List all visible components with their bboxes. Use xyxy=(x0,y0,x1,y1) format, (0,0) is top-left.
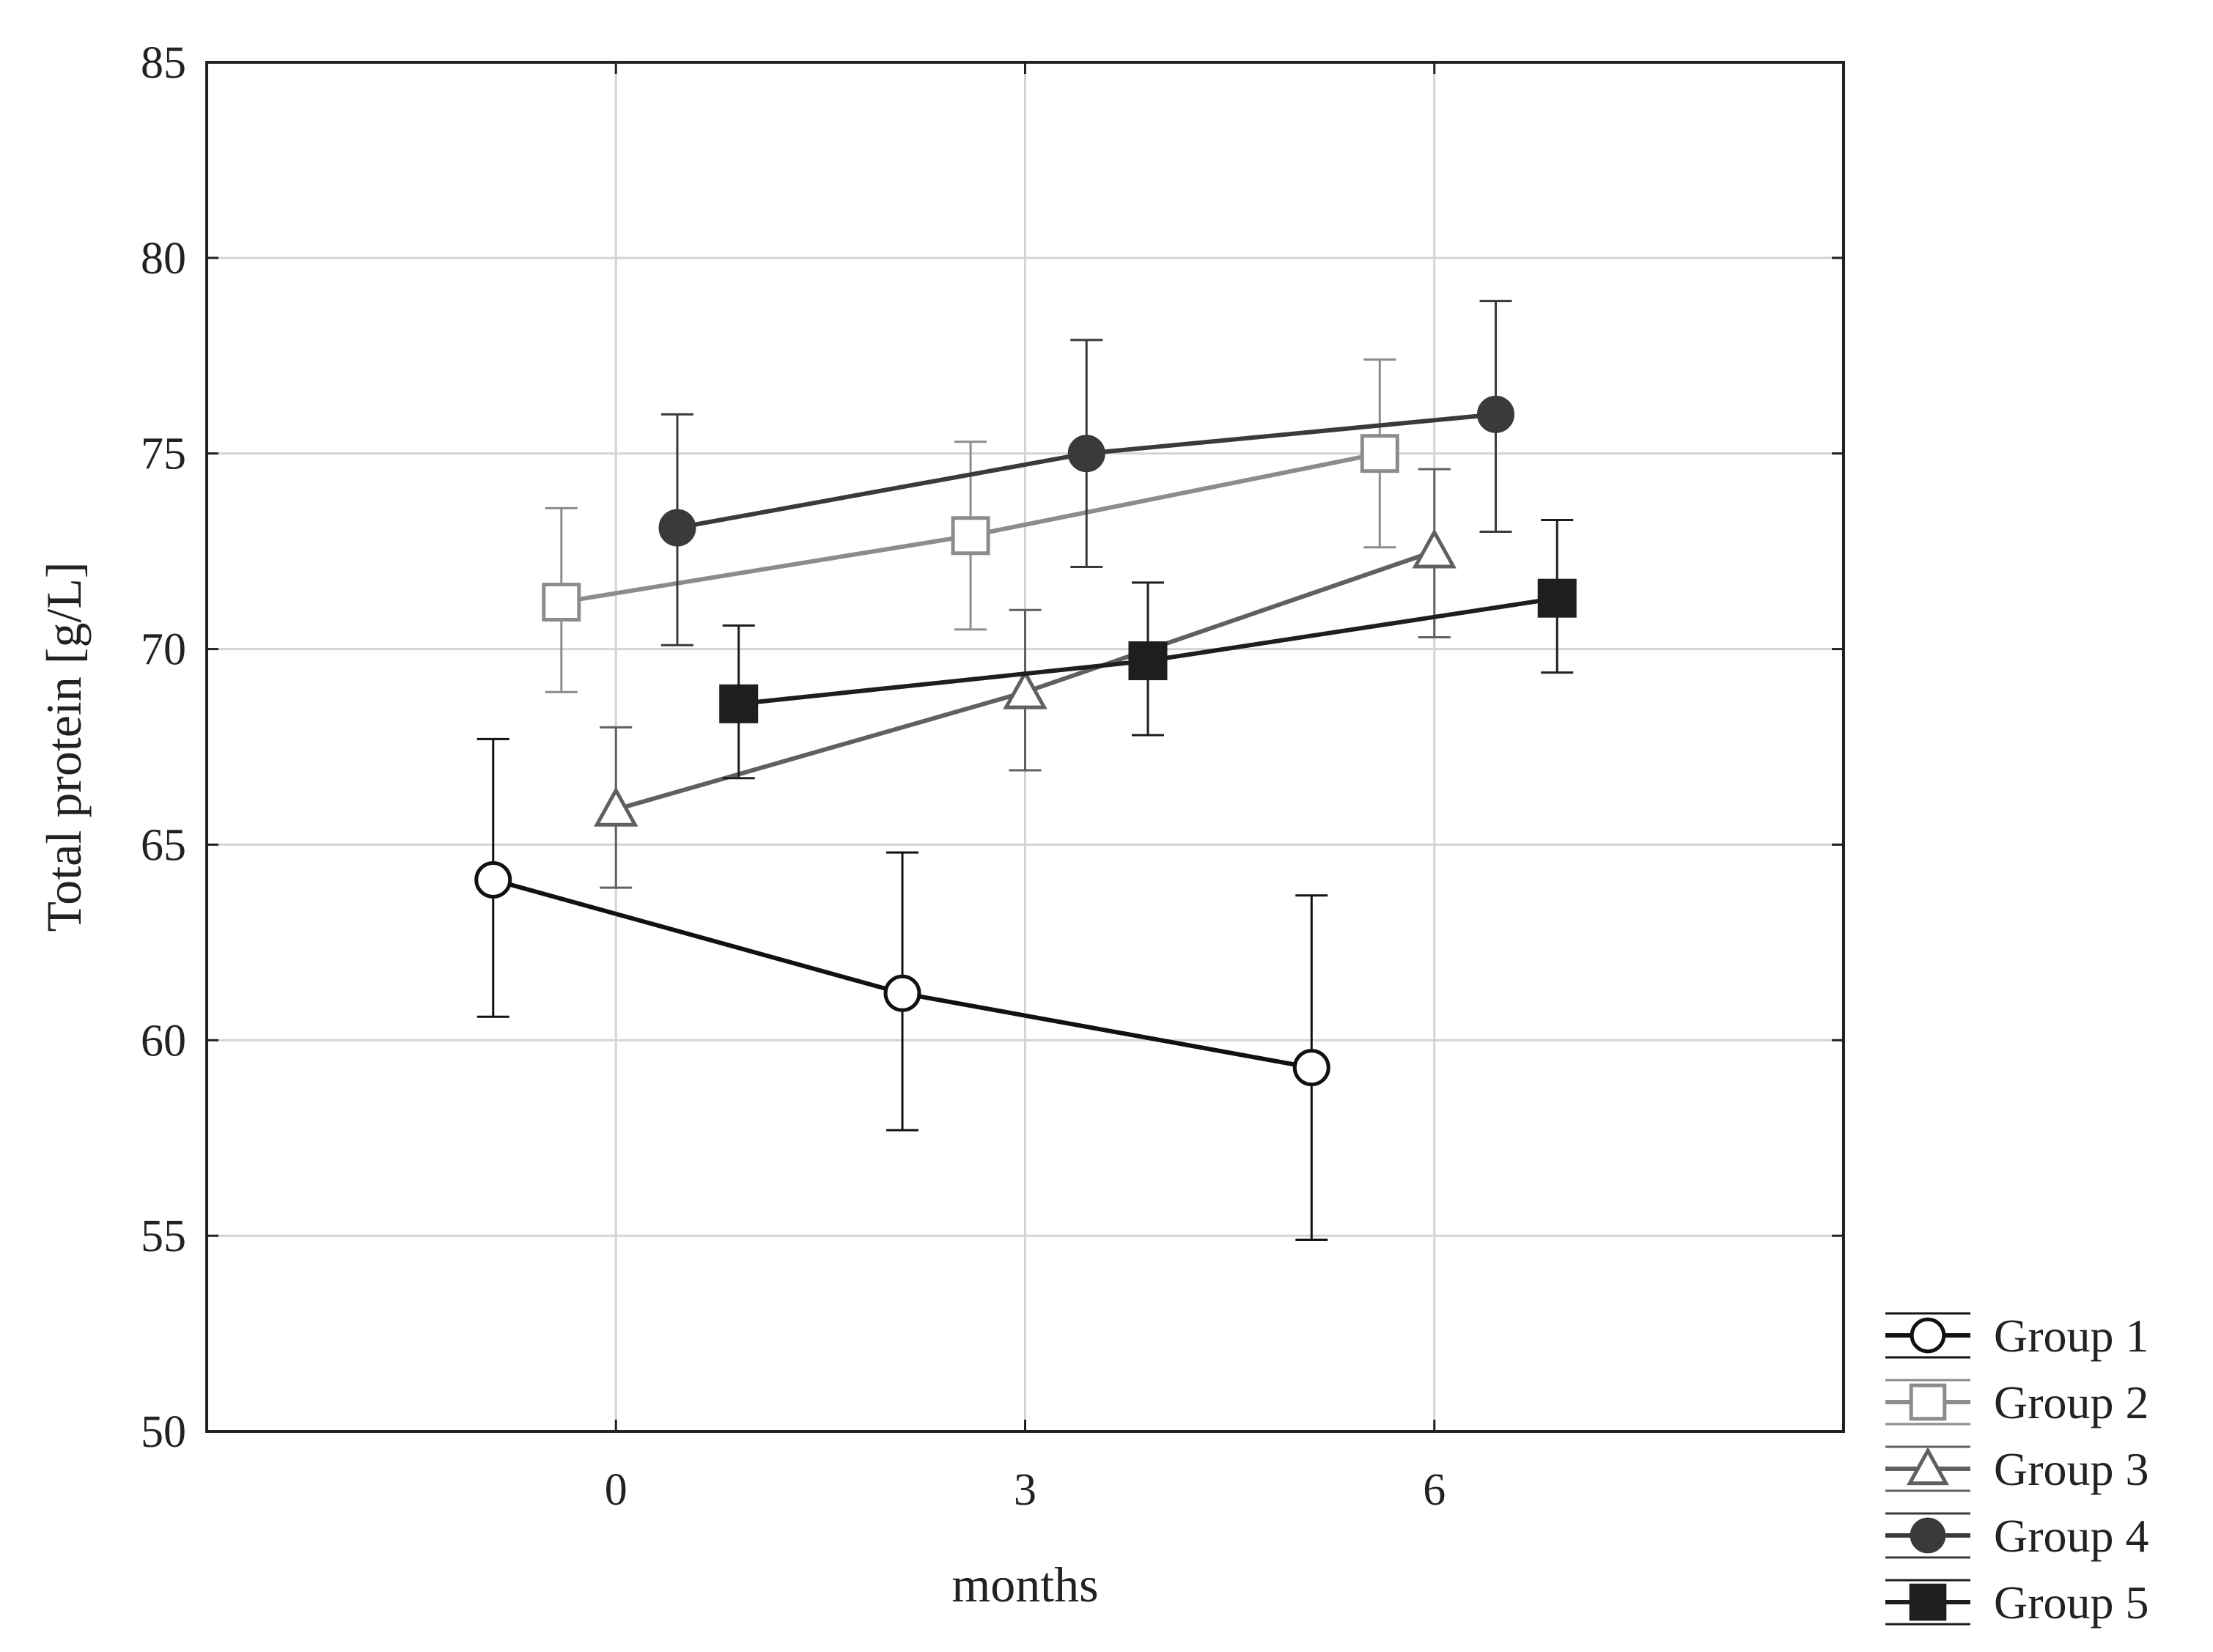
data-point xyxy=(719,684,759,723)
legend-item-3: Group 3 xyxy=(1885,1443,2149,1495)
legend-item-5: Group 5 xyxy=(1885,1577,2149,1629)
legend-label: Group 4 xyxy=(1994,1510,2149,1562)
series-3 xyxy=(594,468,1457,889)
data-point xyxy=(883,974,921,1012)
grid-layer xyxy=(207,62,1844,1431)
x-axis-title: months xyxy=(951,1557,1098,1612)
y-tick-label: 80 xyxy=(141,234,186,284)
y-tick-label: 85 xyxy=(141,38,186,88)
y-tick-label: 60 xyxy=(141,1016,186,1066)
data-point xyxy=(1128,641,1168,681)
legend-marker xyxy=(1910,1317,1946,1354)
data-point xyxy=(542,583,581,622)
data-point xyxy=(951,516,990,556)
legend-marker xyxy=(1909,1383,1947,1421)
data-point xyxy=(594,786,638,827)
x-tick-label: 6 xyxy=(1423,1465,1446,1515)
data-point xyxy=(658,509,696,547)
y-tick-label: 70 xyxy=(141,625,186,675)
legend-item-2: Group 2 xyxy=(1885,1376,2149,1428)
series-4 xyxy=(658,300,1514,646)
legend-label: Group 5 xyxy=(1994,1577,2149,1629)
data-point xyxy=(1360,434,1399,473)
data-point xyxy=(1537,578,1577,618)
data-point xyxy=(1476,395,1514,433)
y-axis-title: Total protein [g/L] xyxy=(36,561,92,932)
series-layer xyxy=(474,300,1577,1241)
legend-item-1: Group 1 xyxy=(1885,1310,2149,1362)
y-tick-label: 50 xyxy=(141,1407,186,1457)
data-point xyxy=(1067,435,1105,473)
y-tick-label: 55 xyxy=(141,1212,186,1261)
x-tick-label: 0 xyxy=(605,1465,627,1515)
data-point xyxy=(1412,528,1457,569)
series-1 xyxy=(474,737,1330,1241)
legend-marker xyxy=(1910,1517,1946,1554)
series-2 xyxy=(542,358,1399,693)
x-tick-label: 3 xyxy=(1014,1465,1036,1515)
legend: Group 1 Group 2 Group 3 Group 4 Group 5 xyxy=(1885,1310,2149,1629)
legend-label: Group 2 xyxy=(1994,1376,2149,1428)
legend-label: Group 1 xyxy=(1994,1310,2149,1362)
data-point xyxy=(474,860,512,899)
data-point xyxy=(1292,1049,1330,1087)
y-tick-label: 65 xyxy=(141,820,186,870)
tick-layer: 50 55 60 65 70 75 80 85 0 3 6 xyxy=(141,38,1844,1515)
legend-marker xyxy=(1909,1583,1947,1621)
legend-marker xyxy=(1907,1447,1949,1486)
legend-item-4: Group 4 xyxy=(1885,1510,2149,1562)
series-5 xyxy=(719,518,1577,780)
y-tick-label: 75 xyxy=(141,429,186,479)
data-point xyxy=(1003,669,1047,709)
legend-label: Group 3 xyxy=(1994,1443,2149,1495)
